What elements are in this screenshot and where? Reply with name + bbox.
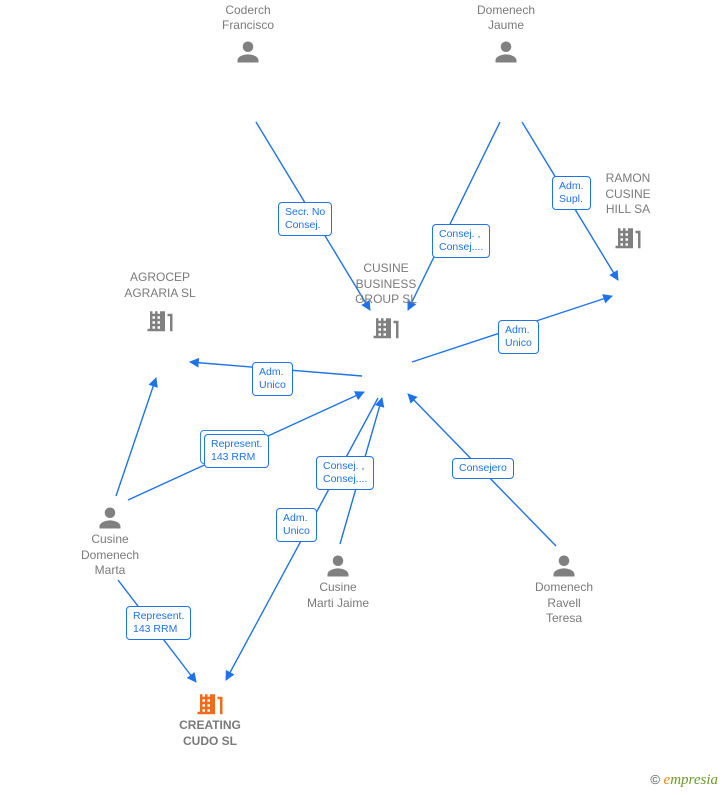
node-marta[interactable]: Cusine Domenech Marta bbox=[55, 500, 165, 579]
edge-label: Represent. 143 RRM bbox=[126, 606, 191, 640]
brand-rest: mpresia bbox=[670, 772, 718, 788]
node-label: CREATING CUDO SL bbox=[155, 718, 265, 749]
node-label: Cusine Domenech Marta bbox=[55, 532, 165, 579]
person-icon bbox=[324, 552, 352, 580]
person-icon bbox=[234, 38, 262, 66]
building-icon bbox=[195, 688, 225, 718]
person-icon bbox=[492, 38, 520, 66]
edge-marta-agrocep bbox=[116, 378, 156, 496]
edge-label: Adm. Unico bbox=[498, 320, 539, 354]
building-icon bbox=[613, 222, 643, 252]
edge-label: Adm. Unico bbox=[276, 508, 317, 542]
edge-label: Consej. , Consej.... bbox=[432, 224, 490, 258]
node-agrocep[interactable]: AGROCEP AGRARIA SL bbox=[105, 270, 215, 335]
edge-label: Represent. 143 RRM bbox=[204, 434, 269, 468]
node-center[interactable]: CUSINE BUSINESS GROUP SL bbox=[331, 261, 441, 342]
edge-label: Consejero bbox=[452, 458, 514, 479]
node-creating[interactable]: CREATING CUDO SL bbox=[155, 684, 265, 749]
node-label: AGROCEP AGRARIA SL bbox=[105, 270, 215, 301]
node-label: Perello Coderch Francisco bbox=[193, 0, 303, 34]
copyright-symbol: © bbox=[650, 772, 660, 787]
edge-label: Adm. Unico bbox=[252, 362, 293, 396]
watermark: © empresia bbox=[650, 772, 718, 789]
node-label: Cusine Domenech Jaume bbox=[451, 0, 561, 34]
edges-layer bbox=[0, 0, 728, 795]
edge-label: Secr. No Consej. bbox=[278, 202, 332, 236]
building-icon bbox=[371, 312, 401, 342]
person-icon bbox=[96, 504, 124, 532]
person-icon bbox=[550, 552, 578, 580]
node-teresa[interactable]: Domenech Ravell Teresa bbox=[509, 548, 619, 627]
node-jaime[interactable]: Cusine Marti Jaime bbox=[283, 548, 393, 611]
edge-label: Consej. , Consej.... bbox=[316, 456, 374, 490]
node-label: Cusine Marti Jaime bbox=[283, 580, 393, 611]
network-diagram: Perello Coderch Francisco Cusine Domenech… bbox=[0, 0, 728, 795]
building-icon bbox=[145, 305, 175, 335]
node-label: CUSINE BUSINESS GROUP SL bbox=[331, 261, 441, 308]
node-label: Domenech Ravell Teresa bbox=[509, 580, 619, 627]
edge-label: Adm. Supl. bbox=[552, 176, 591, 210]
node-jaume[interactable]: Cusine Domenech Jaume bbox=[451, 0, 561, 66]
node-perello[interactable]: Perello Coderch Francisco bbox=[193, 0, 303, 66]
